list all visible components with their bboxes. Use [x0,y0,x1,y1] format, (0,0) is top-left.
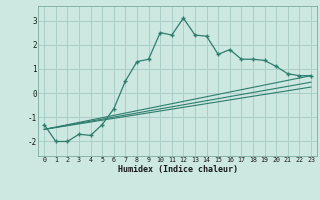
X-axis label: Humidex (Indice chaleur): Humidex (Indice chaleur) [118,165,238,174]
